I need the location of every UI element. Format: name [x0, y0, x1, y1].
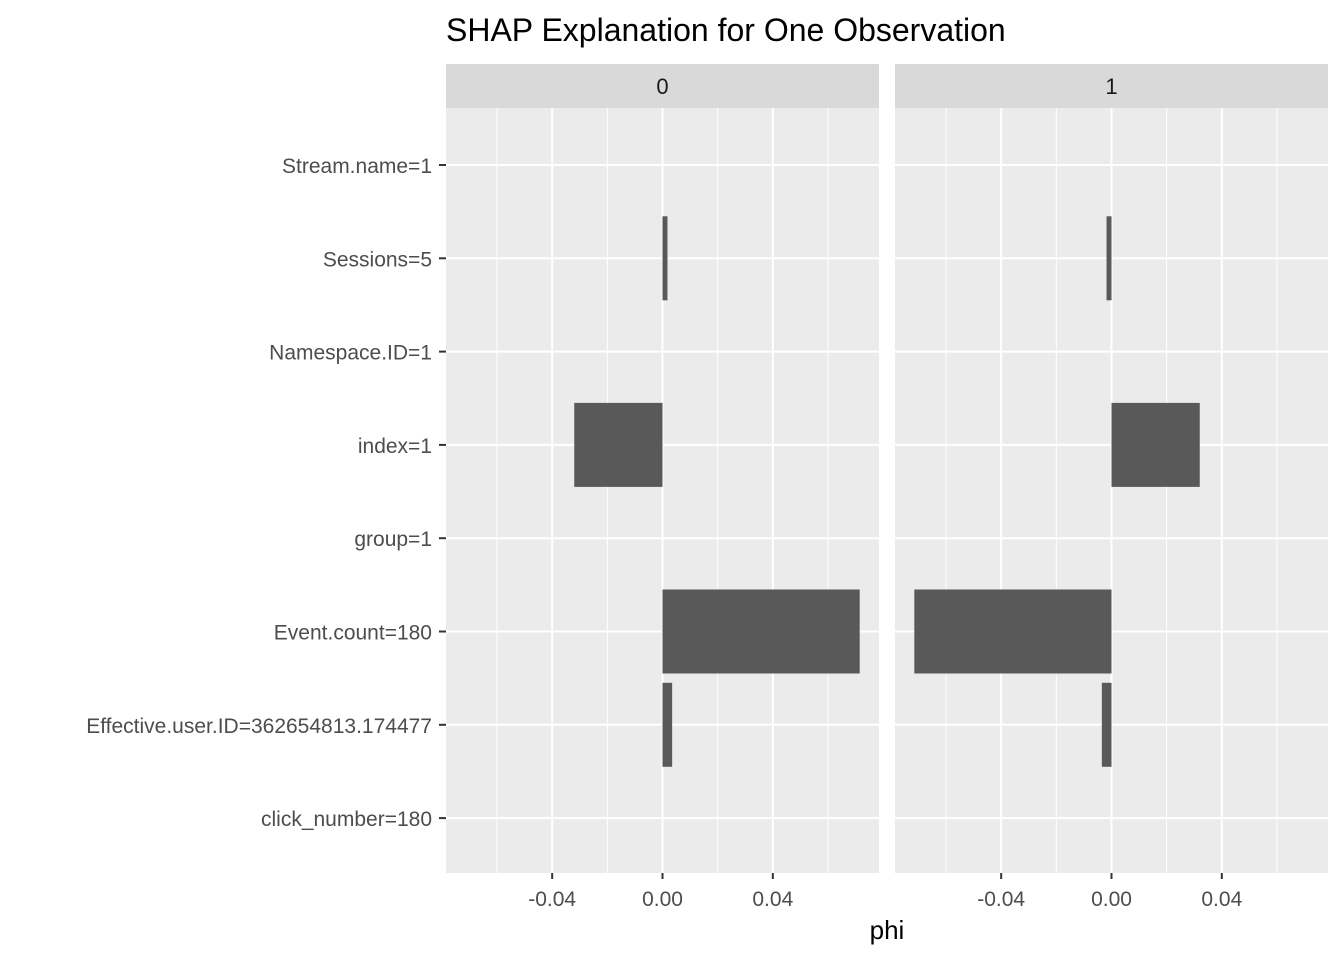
bar: [662, 216, 668, 301]
bar: [574, 402, 663, 487]
facet-strip-label: 1: [1105, 74, 1117, 99]
y-tick-label: Event.count=180: [274, 622, 432, 645]
x-tick-label: 0.00: [642, 888, 683, 911]
y-tick-label: group=1: [354, 528, 432, 551]
y-axis: Stream.name=1 Sessions=5 Namespace.ID=1 ind…: [86, 155, 446, 831]
y-tick-label: click_number=180: [261, 808, 432, 831]
chart-title: SHAP Explanation for One Observation: [446, 12, 1006, 48]
bar: [914, 589, 1112, 674]
bar: [1111, 402, 1200, 487]
facet-panels: 0 -0.04 0.00 0.04 1 -0.04 0.00 0.04: [446, 64, 1328, 911]
x-tick-label: 0.04: [752, 888, 793, 911]
x-tick-label: -0.04: [528, 888, 576, 911]
y-tick-label: Sessions=5: [323, 248, 432, 271]
x-axis-title: phi: [870, 915, 905, 945]
bar: [662, 682, 673, 767]
x-tick-label: -0.04: [977, 888, 1025, 911]
x-tick-label: 0.00: [1091, 888, 1132, 911]
bar: [1106, 216, 1112, 301]
bar: [1101, 682, 1112, 767]
bar: [662, 589, 860, 674]
facet-strip-label: 0: [656, 74, 668, 99]
facet-strip: [446, 64, 879, 108]
y-tick-label: Namespace.ID=1: [269, 342, 432, 365]
x-tick-label: 0.04: [1201, 888, 1242, 911]
y-tick-label: index=1: [358, 435, 432, 458]
y-tick-label: Effective.user.ID=362654813.174477: [86, 715, 432, 738]
y-tick-label: Stream.name=1: [282, 155, 432, 178]
facet-strip: [895, 64, 1328, 108]
